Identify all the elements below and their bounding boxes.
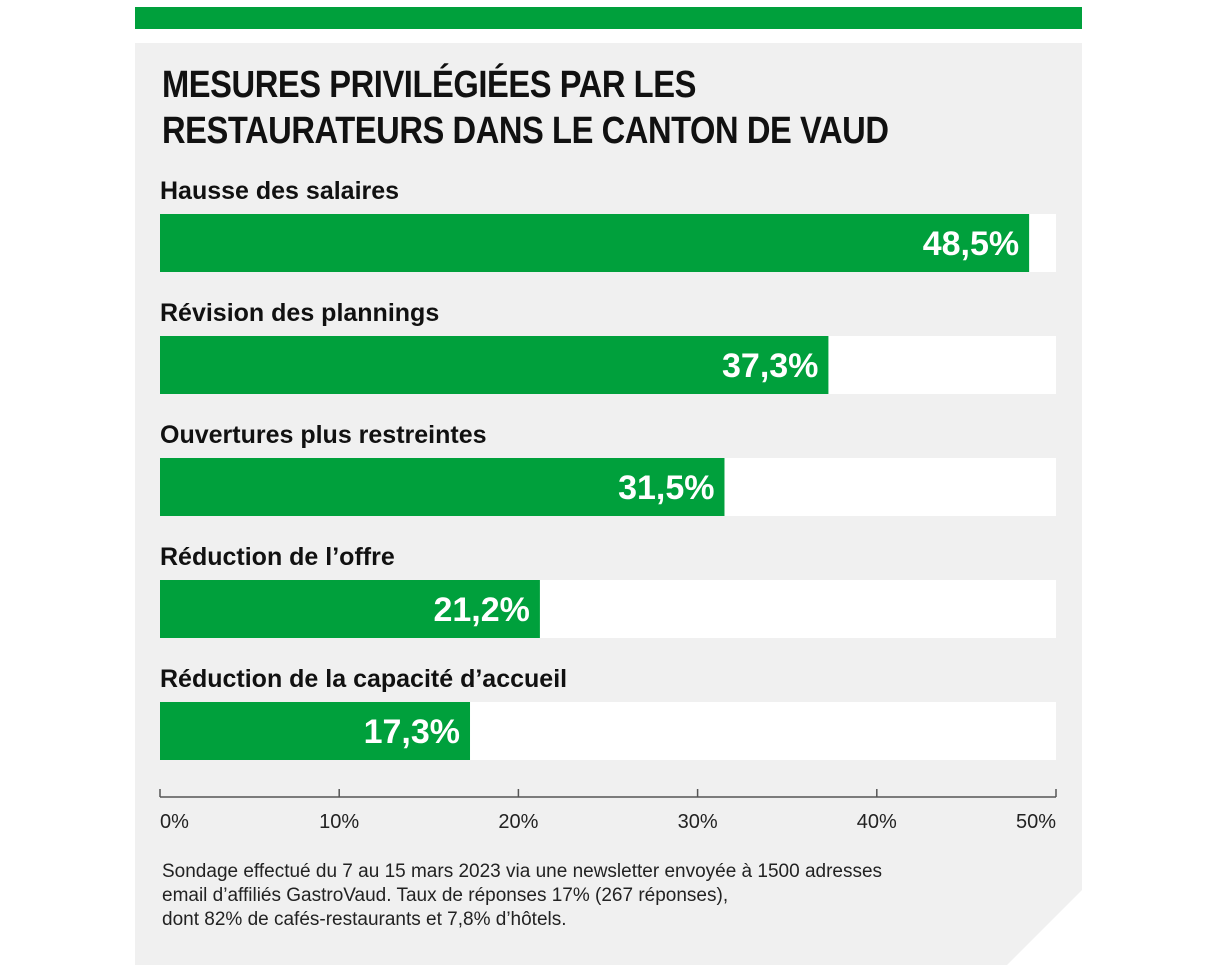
category-label: Révision des plannings (160, 299, 439, 327)
x-tick-label: 10% (319, 811, 359, 833)
chart-title: MESURES PRIVILÉGIÉES PAR LES RESTAURATEU… (162, 64, 889, 152)
x-tick-label: 30% (678, 811, 718, 833)
footnote: Sondage effectué du 7 au 15 mars 2023 vi… (162, 860, 1042, 932)
footnote-line: dont 82% de cafés-restaurants et 7,8% d’… (162, 909, 567, 930)
bar (160, 702, 471, 760)
x-tick-label: 0% (160, 811, 189, 833)
bar (160, 336, 829, 394)
x-tick-label: 50% (1016, 811, 1056, 833)
data-label: 31,5% (618, 469, 714, 507)
top-accent-bar (135, 7, 1082, 29)
category-label: Hausse des salaires (160, 177, 399, 205)
data-label: 21,2% (433, 591, 529, 629)
footnote-line: email d’affiliés GastroVaud. Taux de rép… (162, 885, 729, 906)
category-label: Réduction de l’offre (160, 543, 395, 571)
bar (160, 580, 540, 638)
x-tick-label: 20% (498, 811, 538, 833)
bar (160, 214, 1030, 272)
bar (160, 458, 725, 516)
data-label: 37,3% (722, 347, 818, 385)
category-label: Ouvertures plus restreintes (160, 421, 487, 449)
data-label: 17,3% (364, 713, 460, 751)
data-label: 48,5% (923, 225, 1019, 263)
x-tick-label: 40% (857, 811, 897, 833)
footnote-line: Sondage effectué du 7 au 15 mars 2023 vi… (162, 861, 883, 882)
category-label: Réduction de la capacité d’accueil (160, 665, 567, 693)
